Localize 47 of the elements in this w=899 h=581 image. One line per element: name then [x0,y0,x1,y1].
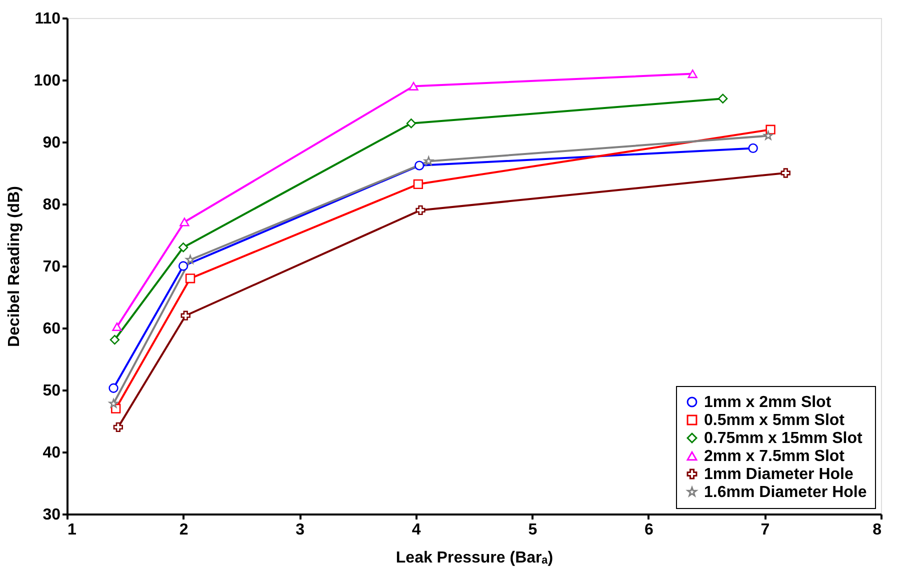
point [178,261,188,271]
point [112,322,122,332]
point [406,118,416,128]
point [688,70,698,78]
point [178,242,188,252]
y-tick-label: 110 [34,10,61,28]
point [416,205,426,216]
point [110,334,120,345]
y-axis-title: Decibel Reading (dB) [6,186,23,347]
legend-label: 1mm Diameter Hole [704,466,854,483]
x-tick-label: 1 [68,522,76,538]
point [780,168,790,178]
y-tick-label: 80 [42,196,61,214]
point [185,274,196,284]
point [718,94,728,104]
x-tick-label: 2 [179,522,188,538]
point [414,160,424,170]
x-tick-label: 8 [872,522,882,538]
point [180,218,190,226]
y-tick-label: 40 [42,444,61,462]
legend-label: 1mm x 2mm Slot [704,394,832,411]
x-tick-label: 5 [528,522,538,538]
y-tick-label: 70 [42,258,61,276]
point [766,124,776,134]
point [764,130,773,140]
legend-label: 0.5mm x 5mm Slot [704,412,846,429]
legend-label: 2mm x 7.5mm Slot [704,448,846,465]
y-tick-label: 100 [34,72,61,90]
legend-label: 0.75mm x 15mm Slot [704,430,863,447]
point [113,422,123,432]
point [748,143,758,154]
y-tick-label: 30 [42,506,61,524]
x-axis-title: Leak Pressure (Barₐ) [396,550,554,566]
x-tick-label: 3 [296,522,305,538]
y-tick-label: 60 [42,320,61,338]
x-tick-label: 7 [760,522,770,538]
point [108,383,118,393]
point [408,82,418,90]
point [413,179,424,189]
x-tick-label: 4 [412,522,421,538]
point [180,310,190,320]
legend-label: 1.6mm Diameter Hole [704,484,867,501]
point [108,398,118,408]
y-tick-label: 90 [42,134,61,152]
x-tick-label: 6 [644,522,654,538]
point [186,254,195,264]
y-tick-label: 50 [42,382,61,400]
